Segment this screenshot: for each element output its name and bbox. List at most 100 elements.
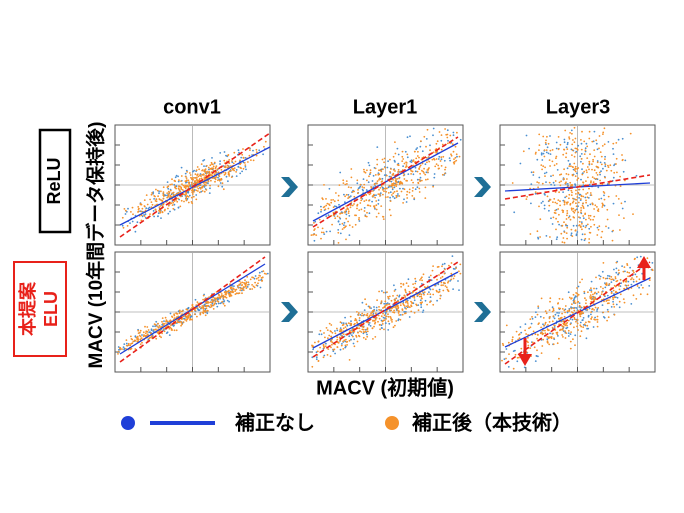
scatter-dot xyxy=(203,190,206,193)
scatter-dot xyxy=(137,211,139,213)
scatter-dot xyxy=(592,181,595,184)
scatter-dot xyxy=(187,179,190,182)
scatter-dot xyxy=(188,184,191,186)
scatter-dot xyxy=(547,152,550,155)
scatter-dot xyxy=(214,178,217,181)
scatter-dot xyxy=(453,160,456,163)
scatter-dot xyxy=(175,174,178,177)
scatter-dot xyxy=(577,188,580,191)
scatter-dot xyxy=(184,175,187,178)
scatter-dot xyxy=(386,291,388,293)
scatter-dot xyxy=(638,286,640,289)
scatter-dot xyxy=(549,332,551,335)
scatter-dot xyxy=(567,319,570,322)
scatter-dot xyxy=(432,288,434,291)
scatter-dot xyxy=(391,188,394,191)
scatter-dot xyxy=(398,177,400,180)
scatter-dot xyxy=(563,221,565,224)
scatter-dot xyxy=(635,174,638,177)
scatter-dot xyxy=(562,209,565,212)
scatter-dot xyxy=(432,151,435,154)
scatter-dot xyxy=(574,170,577,173)
scatter-dot xyxy=(588,187,590,190)
scatter-dot xyxy=(372,319,374,322)
scatter-dot xyxy=(233,169,235,172)
scatter-dot xyxy=(365,194,368,196)
scatter-dot xyxy=(197,175,200,178)
scatter-dot xyxy=(621,207,624,210)
scatter-dot xyxy=(404,312,407,314)
scatter-dot xyxy=(241,284,243,287)
scatter-dot xyxy=(203,183,206,186)
scatter-dot xyxy=(373,319,376,322)
scatter-dot xyxy=(357,331,359,334)
scatter-dot xyxy=(556,331,559,334)
scatter-dot xyxy=(166,331,169,334)
scatter-dot xyxy=(192,193,194,195)
scatter-dot xyxy=(566,326,569,329)
scatter-dot xyxy=(455,159,458,162)
scatter-dot xyxy=(590,289,593,291)
scatter-dot xyxy=(567,173,570,176)
scatter-dot xyxy=(235,169,238,171)
scatter-dot xyxy=(336,346,339,348)
scatter-dot xyxy=(389,158,391,161)
scatter-dot xyxy=(563,138,566,141)
scatter-dot xyxy=(352,335,354,338)
scatter-dot xyxy=(591,308,593,311)
scatter-dot xyxy=(590,291,593,293)
scatter-dot xyxy=(629,132,632,135)
scatter-dot xyxy=(384,300,387,303)
scatter-dot xyxy=(357,189,359,191)
scatter-dot xyxy=(561,328,564,330)
scatter-dot xyxy=(374,196,376,199)
scatter-dot xyxy=(426,169,429,171)
scatter-dot xyxy=(558,317,560,320)
scatter-dot xyxy=(375,309,378,312)
scatter-dot xyxy=(594,318,596,321)
scatter-dot xyxy=(177,197,179,200)
scatter-dot xyxy=(571,132,573,135)
scatter-dot xyxy=(339,348,342,351)
scatter-dot xyxy=(162,191,165,193)
scatter-dot xyxy=(619,185,622,187)
scatter-dot xyxy=(568,165,571,167)
scatter-dot xyxy=(540,153,543,156)
scatter-dot xyxy=(539,315,542,318)
scatter-dot xyxy=(580,160,582,163)
scatter-dot xyxy=(173,200,176,202)
scatter-dot xyxy=(161,332,163,335)
scatter-dot xyxy=(595,287,598,290)
scatter-dot xyxy=(382,168,384,171)
scatter-dot xyxy=(586,192,589,194)
scatter-dot xyxy=(553,164,556,167)
scatter-dot xyxy=(436,140,439,143)
scatter-dot xyxy=(390,168,392,170)
scatter-dot xyxy=(564,337,567,339)
scatter-dot xyxy=(539,236,541,238)
scatter-dot xyxy=(534,191,537,193)
scatter-dot xyxy=(163,209,166,212)
scatter-dot xyxy=(606,218,609,221)
scatter-dot xyxy=(117,350,120,353)
scatter-dot xyxy=(548,321,551,323)
scatter-dot xyxy=(623,301,626,304)
scatter-dot xyxy=(546,335,549,338)
scatter-dot xyxy=(568,137,571,140)
scatter-dot xyxy=(310,234,313,236)
scatter-dot xyxy=(359,183,362,186)
scatter-dot xyxy=(166,181,169,183)
scatter-dot xyxy=(542,165,545,168)
row-label: ELU xyxy=(41,291,61,327)
scatter-dot xyxy=(447,280,450,283)
scatter-dot xyxy=(130,347,133,350)
scatter-dot xyxy=(561,334,564,336)
scatter-dot xyxy=(349,315,352,318)
scatter-dot xyxy=(397,306,400,309)
scatter-dot xyxy=(191,318,193,321)
scatter-dot xyxy=(518,356,520,359)
scatter-dot xyxy=(446,136,449,139)
scatter-dot xyxy=(552,174,554,177)
scatter-dot xyxy=(338,330,341,333)
scatter-dot xyxy=(452,288,454,290)
